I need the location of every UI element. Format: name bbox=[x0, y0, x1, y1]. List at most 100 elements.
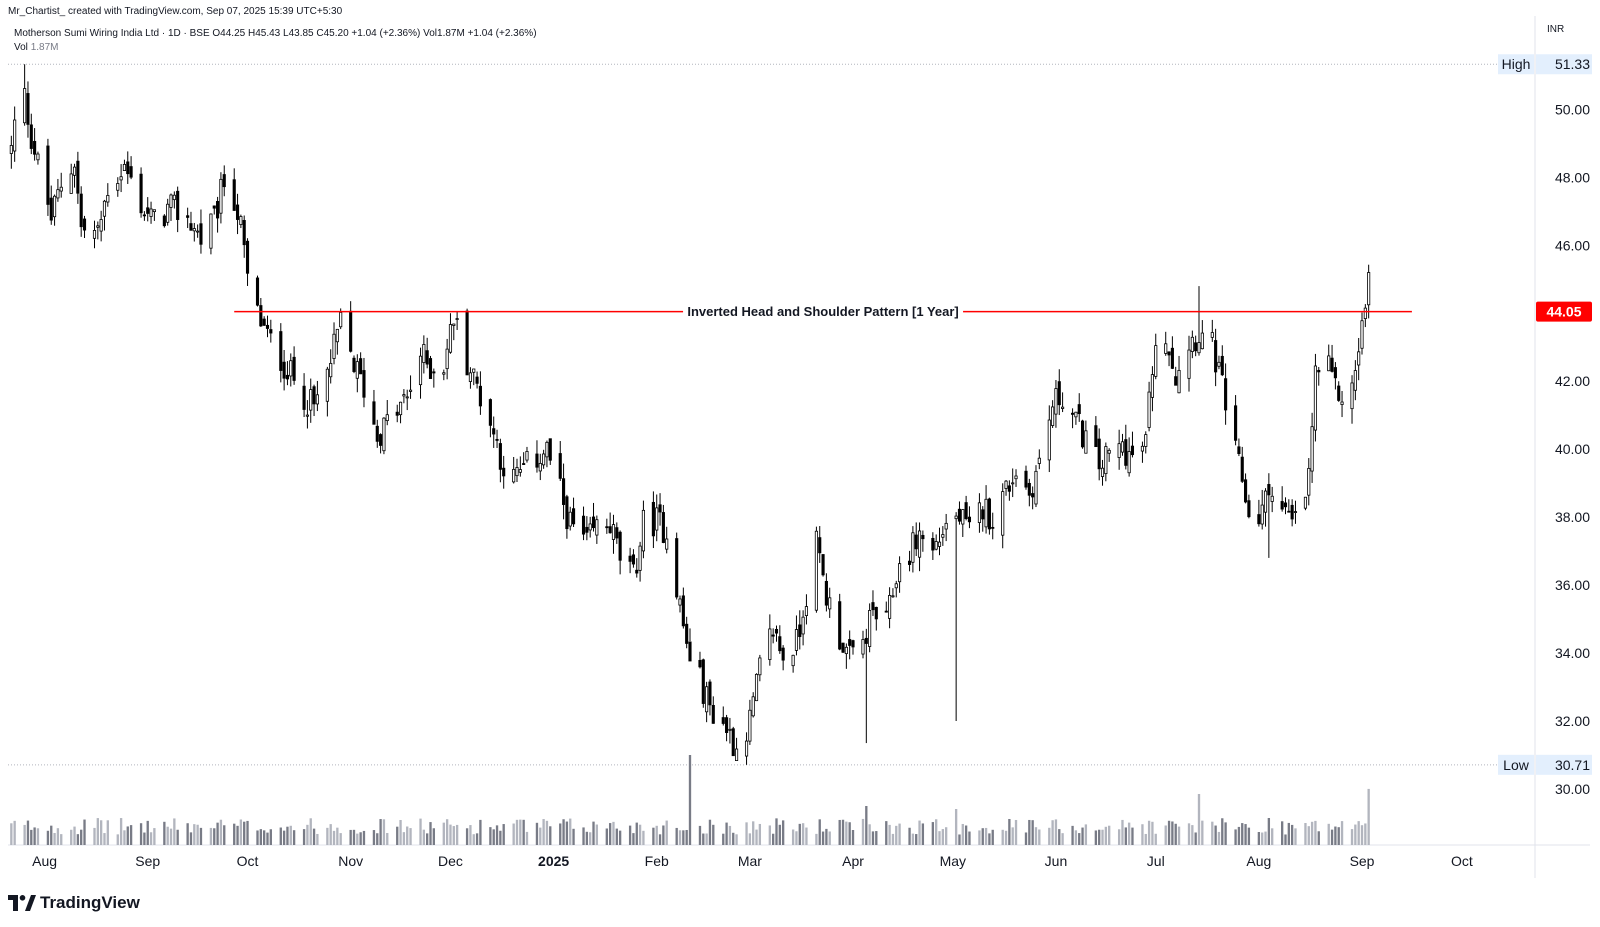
candle-body bbox=[1307, 467, 1311, 496]
volume-bar bbox=[1244, 824, 1247, 845]
candle-body bbox=[688, 641, 692, 662]
volume-bar bbox=[662, 825, 665, 845]
candle bbox=[685, 616, 689, 649]
candle bbox=[1360, 312, 1364, 355]
candle bbox=[678, 595, 682, 613]
candle bbox=[605, 518, 609, 534]
symbol-legend[interactable]: Motherson Sumi Wiring India Ltd · 1D · B… bbox=[14, 28, 537, 39]
candle-body bbox=[116, 183, 120, 191]
candle bbox=[1224, 363, 1228, 425]
candle-body bbox=[1187, 349, 1191, 379]
candle bbox=[1034, 465, 1038, 508]
volume-bar bbox=[838, 819, 841, 845]
candle bbox=[255, 275, 260, 307]
time-axis[interactable]: Aug Sep Oct Nov Dec 2025 Feb Mar Apr May Jun Jul Aug… bbox=[32, 853, 1473, 869]
candle-body bbox=[1214, 340, 1218, 373]
candle-body bbox=[917, 530, 922, 558]
volume-bar bbox=[1174, 823, 1177, 845]
candle bbox=[196, 224, 200, 238]
candle bbox=[502, 455, 506, 489]
candle-body bbox=[545, 441, 549, 458]
candle-body bbox=[475, 376, 479, 384]
volume-bar bbox=[545, 820, 549, 845]
candle-body bbox=[1147, 391, 1151, 428]
candle bbox=[911, 526, 915, 573]
neckline-label[interactable]: Inverted Head and Shoulder Pattern [1 Ye… bbox=[687, 304, 958, 319]
candle-body bbox=[512, 468, 516, 483]
candle-body bbox=[329, 362, 333, 378]
candle bbox=[1074, 411, 1078, 425]
candle bbox=[1257, 499, 1261, 527]
volume-bar bbox=[1167, 820, 1171, 845]
volume-bar bbox=[196, 824, 199, 845]
candle bbox=[907, 550, 912, 572]
candle bbox=[651, 491, 655, 549]
volume-bar bbox=[213, 828, 216, 845]
price-tick-label: 30.00 bbox=[1555, 781, 1590, 797]
volume-bar bbox=[748, 833, 752, 845]
volume-bar bbox=[1360, 825, 1364, 845]
volume-bar bbox=[189, 832, 193, 845]
candle-body bbox=[818, 537, 822, 554]
current-price-tag[interactable]: 44.05 bbox=[1536, 301, 1592, 322]
volume-bar bbox=[895, 825, 898, 845]
candle-body bbox=[468, 372, 472, 382]
candle-body bbox=[675, 538, 679, 598]
volume-bar bbox=[219, 819, 223, 845]
candle bbox=[731, 726, 735, 757]
candle bbox=[79, 186, 83, 237]
candle-body bbox=[861, 639, 865, 655]
volume-bar bbox=[1058, 829, 1061, 845]
candle bbox=[548, 438, 552, 465]
candle-body bbox=[1100, 467, 1105, 477]
volume-bar bbox=[1307, 826, 1310, 845]
candle bbox=[166, 198, 170, 226]
volume-bar bbox=[289, 825, 292, 845]
candle-body bbox=[595, 519, 599, 536]
volume-bar bbox=[1310, 821, 1314, 845]
candle bbox=[611, 514, 616, 554]
candle-body bbox=[781, 647, 785, 661]
volume-bar bbox=[406, 826, 409, 845]
candle bbox=[841, 642, 845, 653]
time-tick-label: Nov bbox=[338, 853, 363, 869]
candle bbox=[315, 380, 319, 412]
candle-body bbox=[292, 356, 296, 381]
neckline-annotation[interactable]: Inverted Head and Shoulder Pattern [1 Ye… bbox=[234, 302, 1412, 321]
candle-body bbox=[452, 323, 456, 326]
candle bbox=[445, 338, 449, 380]
candle bbox=[914, 522, 918, 557]
badge-label-bg bbox=[1498, 754, 1534, 775]
candle-body bbox=[76, 160, 80, 194]
candle bbox=[1140, 441, 1145, 463]
candle bbox=[977, 493, 981, 533]
candle bbox=[488, 398, 492, 438]
candle-body bbox=[232, 179, 236, 211]
price-tick-label: 42.00 bbox=[1555, 373, 1590, 389]
volume-bar bbox=[825, 828, 828, 845]
volume-bar bbox=[522, 819, 525, 845]
candle-body bbox=[957, 508, 962, 522]
candle bbox=[422, 335, 426, 374]
volume-bar bbox=[1051, 820, 1054, 845]
candle-body bbox=[758, 657, 762, 676]
volume-legend[interactable]: Vol 1.87M bbox=[14, 42, 58, 53]
candle-body bbox=[262, 318, 266, 326]
candle bbox=[216, 196, 220, 233]
volume-bar bbox=[954, 809, 958, 845]
candle bbox=[199, 209, 203, 254]
badge-value-bg bbox=[1536, 754, 1592, 775]
candle-body bbox=[1001, 491, 1005, 536]
volume-bar bbox=[396, 826, 399, 845]
candle-body bbox=[1237, 446, 1241, 454]
candle-body bbox=[162, 215, 166, 227]
candle-body bbox=[1220, 355, 1224, 376]
price-axis[interactable]: 30.0032.0034.0036.0038.0040.0042.0044.00… bbox=[1498, 54, 1592, 797]
currency-label[interactable]: INR bbox=[1547, 24, 1565, 35]
candle-body bbox=[212, 205, 216, 209]
volume-bar bbox=[712, 824, 715, 845]
volume-bar bbox=[1171, 821, 1174, 845]
candle-body bbox=[581, 515, 586, 535]
volume-bar bbox=[282, 830, 286, 845]
